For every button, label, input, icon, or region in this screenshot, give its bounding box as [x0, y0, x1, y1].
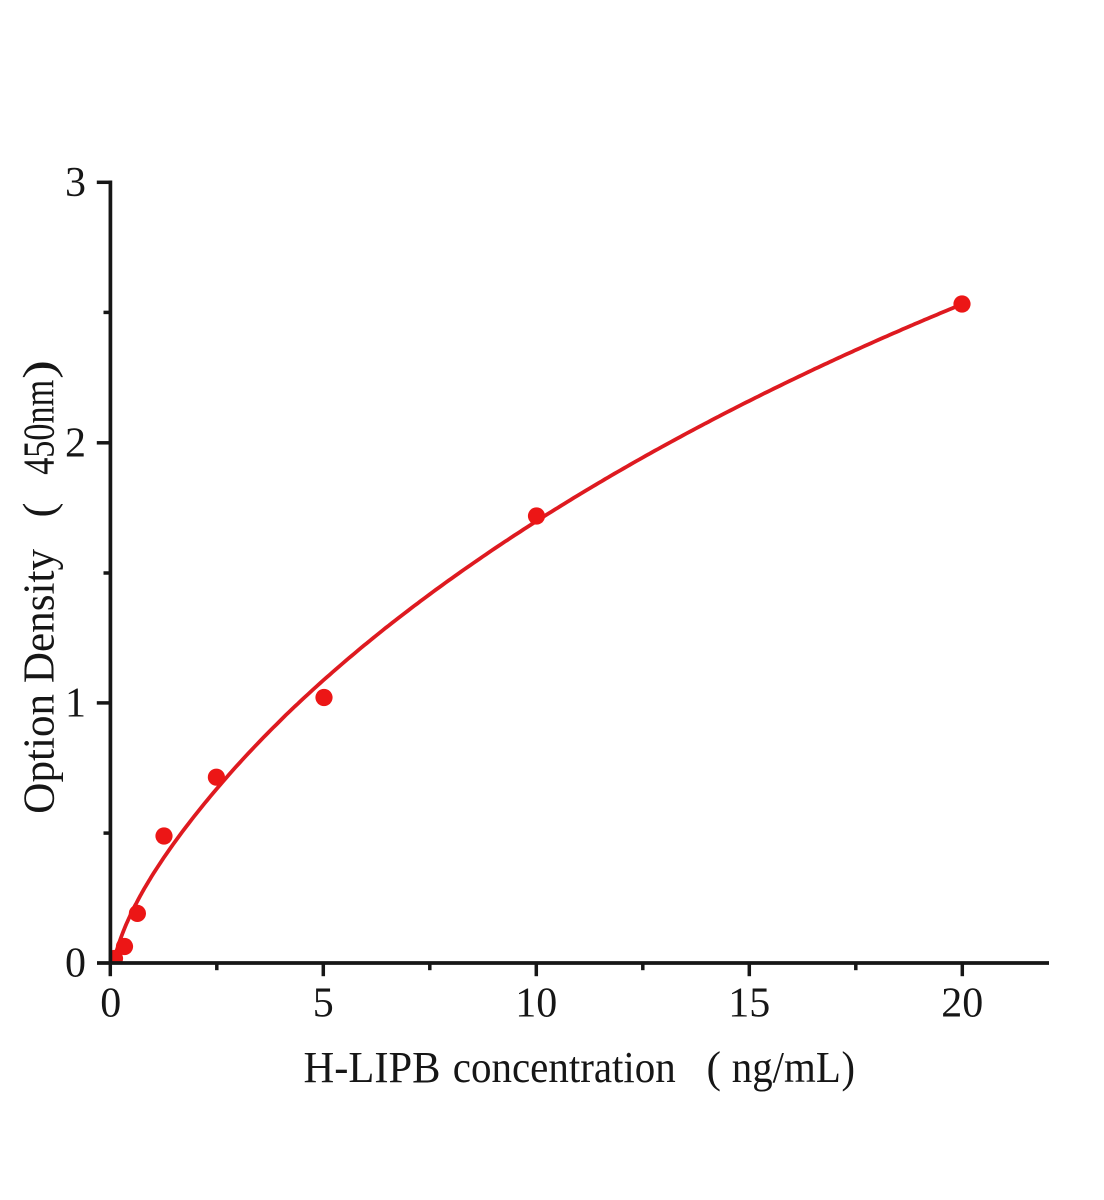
svg-text:10: 10	[515, 981, 557, 1027]
svg-text:concentration: concentration	[453, 1043, 676, 1092]
svg-text:(: (	[707, 1043, 722, 1092]
svg-text:): )	[15, 360, 64, 379]
svg-text:): )	[842, 1043, 856, 1092]
svg-text:5: 5	[313, 981, 334, 1027]
svg-text:ng/mL: ng/mL	[732, 1043, 841, 1092]
svg-text:0: 0	[100, 981, 121, 1027]
svg-text:(: (	[15, 503, 64, 518]
svg-text:3: 3	[65, 160, 86, 206]
svg-text:2: 2	[65, 421, 86, 467]
svg-text:15: 15	[728, 981, 770, 1027]
svg-text:1: 1	[65, 681, 86, 727]
svg-text:450nm: 450nm	[15, 380, 64, 475]
svg-text:20: 20	[941, 981, 983, 1027]
svg-text:0: 0	[65, 941, 86, 987]
svg-text:H-LIPB: H-LIPB	[304, 1043, 441, 1092]
svg-text:Option Density: Option Density	[15, 549, 64, 814]
